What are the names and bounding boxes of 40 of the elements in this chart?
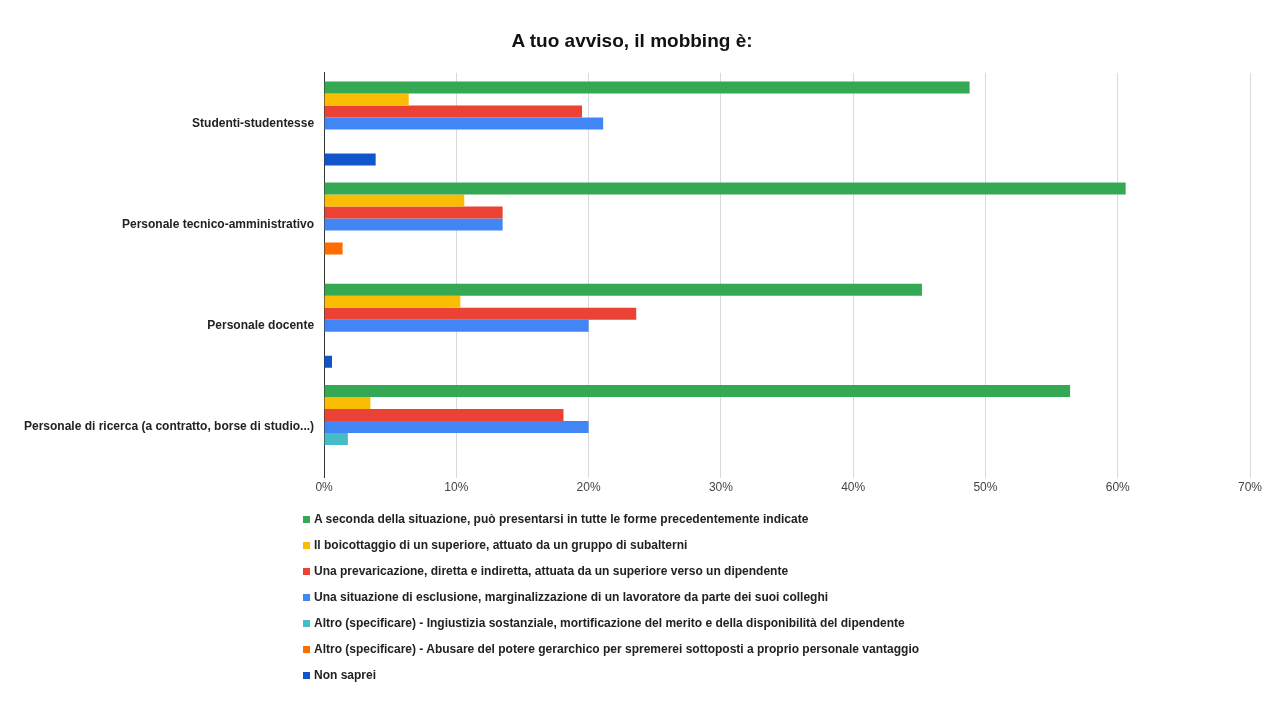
bar — [324, 218, 503, 231]
x-tick-label: 60% — [1105, 480, 1131, 495]
bar — [324, 295, 461, 308]
bar — [324, 355, 333, 368]
bar — [324, 105, 583, 118]
bar — [324, 283, 922, 296]
bar — [324, 433, 348, 445]
y-tick-label: Personale tecnico-amministrativo — [121, 216, 315, 231]
bar — [324, 319, 589, 332]
bar — [324, 117, 604, 130]
bar — [324, 385, 1071, 397]
bar — [324, 421, 589, 433]
bar — [324, 242, 343, 255]
bar — [324, 81, 970, 94]
x-tick-label: 30% — [708, 480, 734, 495]
x-tick-label: 70% — [1237, 480, 1263, 495]
legend-label: Non saprei — [314, 668, 377, 682]
chart-title: A tuo avviso, il mobbing è: — [511, 29, 753, 51]
bar — [324, 307, 637, 320]
x-tick-label: 50% — [973, 480, 998, 495]
y-tick-label: Studenti-studentesse — [192, 115, 315, 130]
y-tick-label: Personale docente — [207, 318, 315, 333]
legend-label: Una prevaricazione, diretta e indiretta, attuata da un superiore verso un dipendente — [314, 564, 789, 578]
x-tick-label: 20% — [576, 480, 601, 495]
bar — [324, 397, 371, 409]
bar — [324, 182, 1126, 195]
y-tick-label: Personale di ricerca (a contratto, borse di studio...) — [23, 419, 315, 434]
bar — [324, 153, 376, 166]
x-tick-label: 0% — [315, 480, 334, 495]
legend-label: A seconda della situazione, può presentarsi in tutte le forme precedentemente indicate — [314, 512, 809, 526]
bar — [324, 93, 409, 106]
bar — [324, 206, 503, 219]
legend-label: Altro (specificare) - Abusare del potere gerarchico per spremerei sottoposti a proprio personale vantaggio — [314, 642, 920, 656]
legend-label: Altro (specificare) - Ingiustizia sostanziale, mortificazione del merito e della disponibilità del dipendente — [314, 616, 905, 630]
x-tick-label: 40% — [841, 480, 866, 495]
x-tick-label: 10% — [444, 480, 469, 495]
legend-label: Una situazione di esclusione, marginalizzazione di un lavoratore da parte dei suoi colleghi — [314, 590, 829, 604]
bar — [324, 194, 465, 207]
bar — [324, 409, 564, 421]
legend-label: Il boicottaggio di un superiore, attuato da un gruppo di subalterni — [314, 538, 688, 552]
